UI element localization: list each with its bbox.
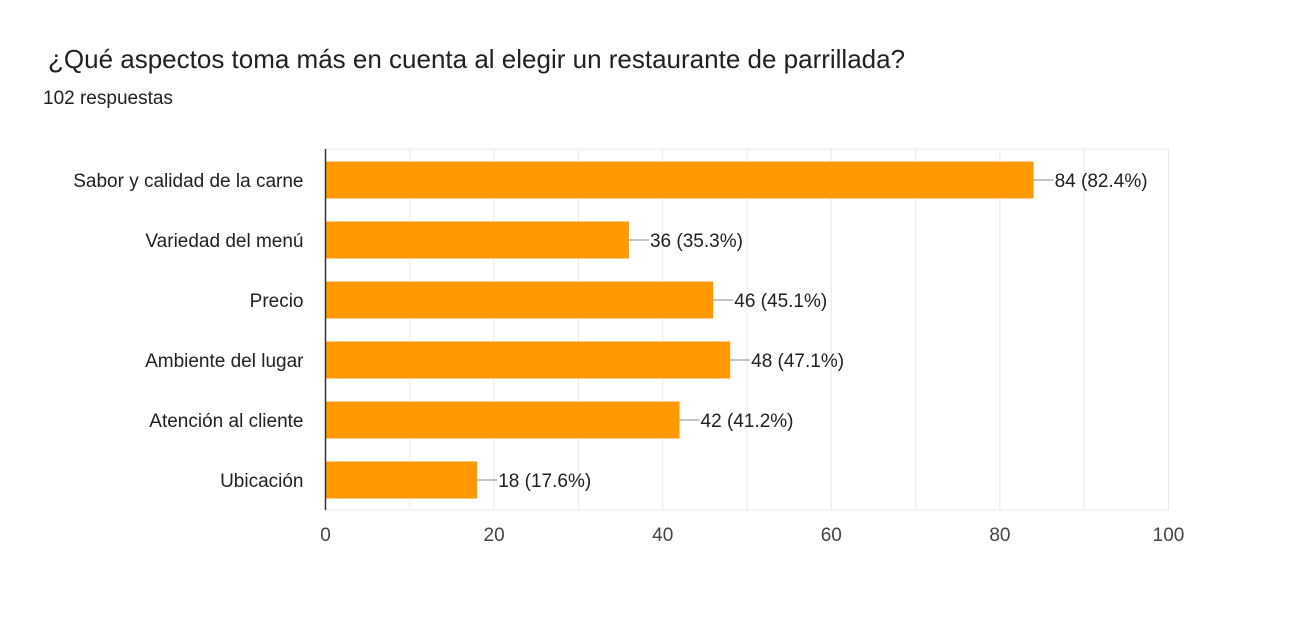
bar-layer xyxy=(325,161,1034,499)
category-label: Ubicación xyxy=(220,471,303,492)
bar xyxy=(325,281,714,319)
label-layer: Sabor y calidad de la carne 84 (82.4%) Var… xyxy=(73,171,1147,492)
chart-title: ¿Qué aspectos toma más en cuenta al eleg… xyxy=(48,44,906,74)
data-label: 36 (35.3%) xyxy=(650,231,743,252)
x-tick-label: 60 xyxy=(821,525,842,546)
x-tick-label: 80 xyxy=(989,525,1010,546)
category-label: Variedad del menú xyxy=(145,231,303,252)
x-tick-label: 100 xyxy=(1153,525,1185,546)
data-label: 46 (45.1%) xyxy=(734,291,827,312)
x-tick-label: 40 xyxy=(652,525,673,546)
bar xyxy=(325,461,478,499)
data-label: 18 (17.6%) xyxy=(498,471,591,492)
grid-layer xyxy=(325,148,1169,511)
bar xyxy=(325,221,629,259)
bar xyxy=(325,161,1034,199)
data-label: 84 (82.4%) xyxy=(1055,171,1148,192)
category-label: Precio xyxy=(250,291,304,312)
response-count: 102 respuestas xyxy=(43,88,173,109)
x-tick-label: 20 xyxy=(484,525,505,546)
category-label: Atención al cliente xyxy=(149,411,303,432)
category-label: Sabor y calidad de la carne xyxy=(73,171,303,192)
x-tick-label: 0 xyxy=(320,525,331,546)
category-label: Ambiente del lugar xyxy=(145,351,304,372)
bar xyxy=(325,401,680,439)
data-label: 42 (41.2%) xyxy=(701,411,794,432)
axis-layer: 0 20 40 60 80 100 xyxy=(320,149,1184,546)
bar xyxy=(325,341,731,379)
data-label: 48 (47.1%) xyxy=(751,351,844,372)
